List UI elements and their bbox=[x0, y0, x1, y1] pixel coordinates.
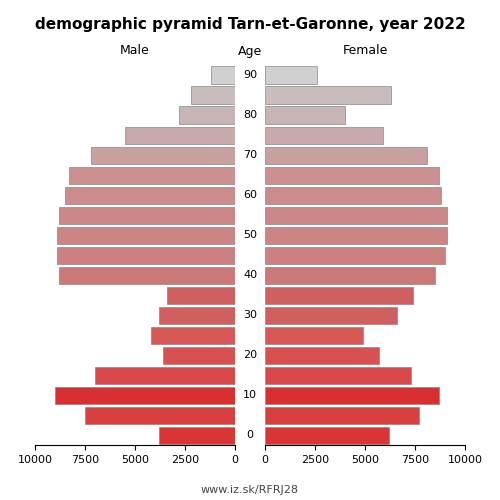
Text: 90: 90 bbox=[243, 70, 257, 80]
Bar bbox=[265, 306, 397, 324]
Bar bbox=[265, 386, 439, 404]
Bar bbox=[265, 226, 447, 244]
Bar bbox=[265, 186, 441, 204]
Bar bbox=[69, 166, 235, 184]
Bar bbox=[265, 286, 413, 304]
Bar bbox=[265, 66, 317, 84]
Bar bbox=[95, 366, 235, 384]
Bar bbox=[159, 426, 235, 444]
Text: 60: 60 bbox=[243, 190, 257, 200]
Text: www.iz.sk/RFRJ28: www.iz.sk/RFRJ28 bbox=[201, 485, 299, 495]
Text: Age: Age bbox=[238, 44, 262, 58]
Bar bbox=[265, 166, 439, 184]
Bar bbox=[55, 386, 235, 404]
Bar bbox=[125, 126, 235, 144]
Text: Female: Female bbox=[342, 44, 388, 58]
Bar bbox=[265, 86, 391, 104]
Bar bbox=[265, 106, 345, 124]
Bar bbox=[163, 346, 235, 364]
Bar bbox=[265, 126, 383, 144]
Bar bbox=[85, 406, 235, 424]
Bar bbox=[159, 306, 235, 324]
Text: 30: 30 bbox=[243, 310, 257, 320]
Bar bbox=[265, 366, 411, 384]
Bar bbox=[151, 326, 235, 344]
Bar bbox=[265, 406, 419, 424]
Text: Male: Male bbox=[120, 44, 150, 58]
Text: 70: 70 bbox=[243, 150, 257, 160]
Bar bbox=[57, 246, 235, 264]
Bar bbox=[59, 206, 235, 224]
Text: 80: 80 bbox=[243, 110, 257, 120]
Text: 0: 0 bbox=[246, 430, 254, 440]
Text: demographic pyramid Tarn-et-Garonne, year 2022: demographic pyramid Tarn-et-Garonne, yea… bbox=[34, 18, 466, 32]
Bar bbox=[65, 186, 235, 204]
Bar bbox=[265, 206, 447, 224]
Bar bbox=[167, 286, 235, 304]
Bar bbox=[265, 246, 445, 264]
Bar bbox=[265, 346, 379, 364]
Bar bbox=[265, 146, 427, 164]
Text: 40: 40 bbox=[243, 270, 257, 280]
Bar bbox=[191, 86, 235, 104]
Bar bbox=[59, 266, 235, 283]
Bar bbox=[265, 266, 435, 283]
Bar bbox=[57, 226, 235, 244]
Text: 20: 20 bbox=[243, 350, 257, 360]
Text: 10: 10 bbox=[243, 390, 257, 400]
Bar bbox=[179, 106, 235, 124]
Bar bbox=[265, 326, 363, 344]
Bar bbox=[91, 146, 235, 164]
Bar bbox=[265, 426, 389, 444]
Text: 50: 50 bbox=[243, 230, 257, 240]
Bar bbox=[211, 66, 235, 84]
